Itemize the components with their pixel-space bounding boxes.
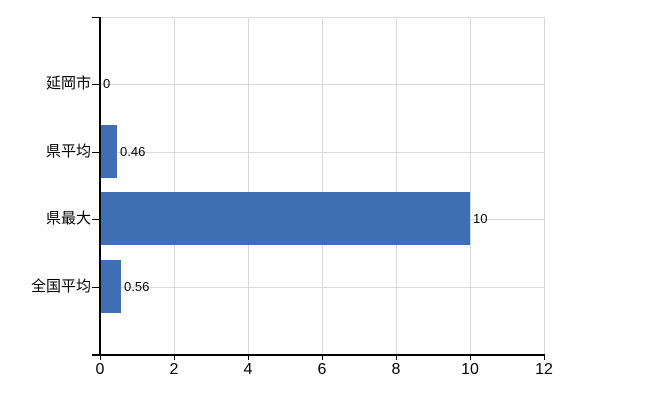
bar <box>101 192 470 245</box>
x-tick <box>396 354 397 360</box>
y-tick <box>92 219 99 220</box>
x-gridline <box>544 17 545 354</box>
category-label: 県最大 <box>45 210 91 227</box>
bar-value-label: 0.46 <box>120 144 146 159</box>
y-tick <box>92 84 99 85</box>
x-tick <box>544 354 545 360</box>
bar-value-label: 10 <box>473 211 488 226</box>
x-gridline <box>470 17 471 354</box>
x-tick-label: 10 <box>461 361 479 378</box>
y-tick <box>92 287 99 288</box>
x-tick-label: 2 <box>169 361 179 378</box>
x-tick-label: 4 <box>243 361 253 378</box>
x-axis-line <box>92 354 545 356</box>
x-tick <box>174 354 175 360</box>
x-tick-label: 8 <box>391 361 401 378</box>
x-gridline <box>396 17 397 354</box>
x-gridline <box>322 17 323 354</box>
x-tick <box>248 354 249 360</box>
x-tick <box>322 354 323 360</box>
x-tick <box>470 354 471 360</box>
bar <box>101 125 117 178</box>
y-gridline <box>100 152 544 153</box>
y-tick <box>92 152 99 153</box>
y-gridline <box>100 84 544 85</box>
x-gridline <box>248 17 249 354</box>
bar-value-label: 0.56 <box>124 279 150 294</box>
x-tick <box>100 354 101 360</box>
y-gridline <box>100 287 544 288</box>
y-tick <box>92 17 99 18</box>
category-label: 県平均 <box>45 143 91 160</box>
x-tick-label: 12 <box>535 361 553 378</box>
x-tick-label: 0 <box>95 361 105 378</box>
x-tick-label: 6 <box>317 361 327 378</box>
y-axis-line <box>99 17 101 355</box>
category-label: 延岡市 <box>45 75 91 92</box>
category-label: 全国平均 <box>30 278 91 295</box>
x-gridline <box>174 17 175 354</box>
bar <box>101 260 121 313</box>
bar-value-label: 0 <box>103 76 111 91</box>
